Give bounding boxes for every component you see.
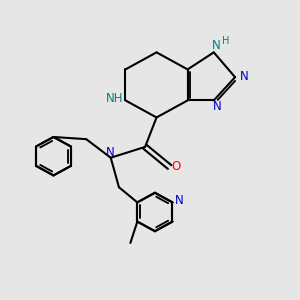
Text: N: N bbox=[106, 146, 115, 159]
Text: N: N bbox=[212, 39, 221, 52]
Text: H: H bbox=[222, 36, 229, 46]
Text: N: N bbox=[213, 100, 222, 113]
Text: N: N bbox=[240, 70, 249, 83]
Text: NH: NH bbox=[106, 92, 124, 105]
Text: N: N bbox=[175, 194, 184, 207]
Text: O: O bbox=[172, 160, 181, 173]
